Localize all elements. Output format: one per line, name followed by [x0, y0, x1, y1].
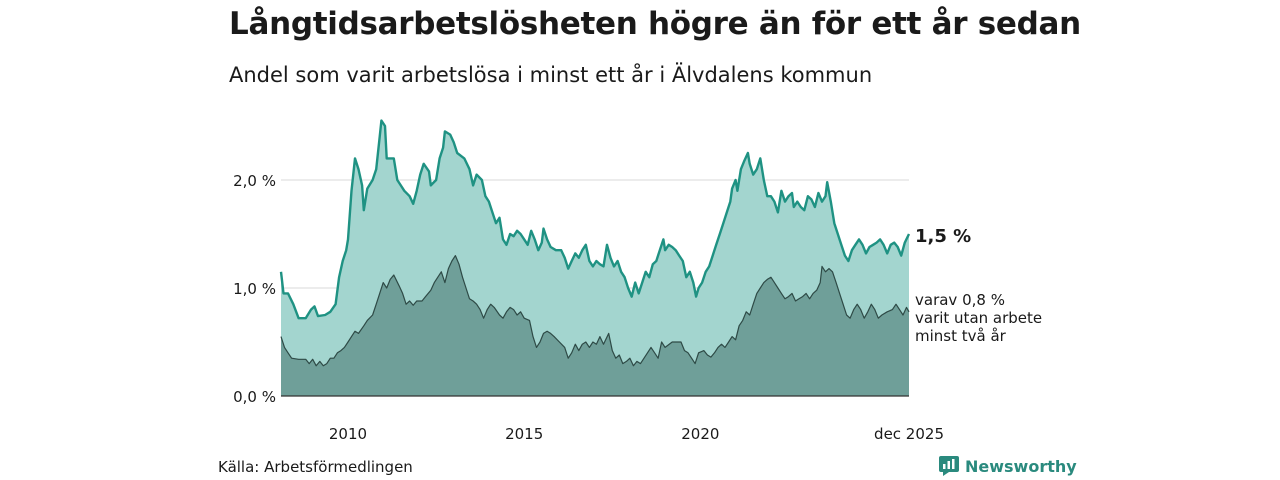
series-two-years-area: [281, 255, 909, 396]
x-axis: 2010 2015 2020 dec 2025: [329, 425, 944, 443]
brand-logo: Newsworthy: [939, 456, 1077, 476]
y-axis: 0,0 % 1,0 % 2,0 %: [233, 172, 276, 406]
x-tick-label: 2015: [505, 425, 543, 443]
end-label-two-years: varit utan arbete: [915, 309, 1042, 327]
chart-subtitle: Andel som varit arbetslösa i minst ett å…: [229, 63, 873, 87]
chart-title: Långtidsarbetslösheten högre än för ett …: [229, 6, 1081, 42]
x-tick-label: dec 2025: [874, 425, 944, 443]
end-label-two-years: varav 0,8 %: [915, 291, 1005, 309]
y-tick-label: 0,0 %: [233, 388, 276, 406]
series-two-years-line: [280, 255, 910, 367]
brand-name: Newsworthy: [965, 456, 1077, 476]
end-label-long-term: 1,5 %: [915, 226, 971, 247]
y-tick-label: 1,0 %: [233, 280, 276, 298]
newsworthy-logo-icon: [939, 456, 959, 476]
x-tick-label: 2020: [681, 425, 719, 443]
y-tick-label: 2,0 %: [233, 172, 276, 190]
end-label-two-years: minst två år: [915, 327, 1007, 345]
series-long-term-line: [279, 119, 911, 320]
data-areas: [279, 119, 911, 396]
source-note: Källa: Arbetsförmedlingen: [218, 458, 413, 476]
x-tick-label: 2010: [329, 425, 367, 443]
